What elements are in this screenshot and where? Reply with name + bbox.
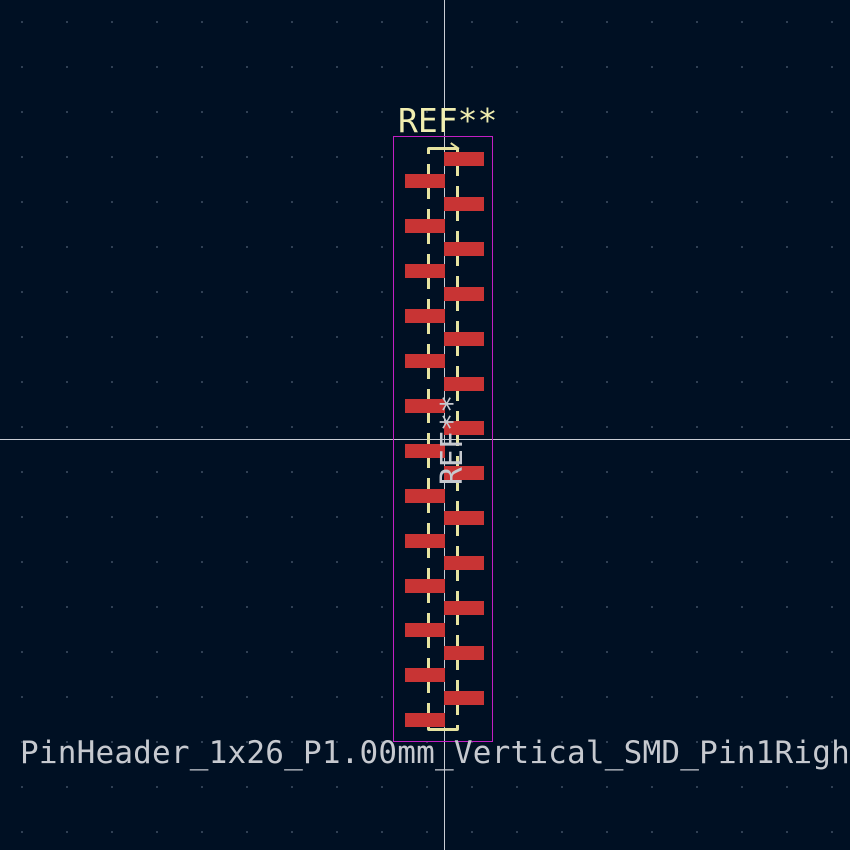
pad-3[interactable] — [444, 197, 484, 211]
pad-7[interactable] — [444, 287, 484, 301]
pad-21[interactable] — [444, 601, 484, 615]
pad-23[interactable] — [444, 646, 484, 660]
pad-4[interactable] — [405, 219, 445, 233]
silkscreen-gap — [454, 221, 462, 231]
pad-5[interactable] — [444, 242, 484, 256]
silkscreen-gap — [454, 670, 462, 680]
pad-1[interactable] — [444, 152, 484, 166]
silkscreen-gap — [454, 176, 462, 186]
pad-24[interactable] — [405, 668, 445, 682]
pad-11[interactable] — [444, 377, 484, 391]
pad-22[interactable] — [405, 623, 445, 637]
reference-designator[interactable]: REF** — [398, 101, 498, 140]
silkscreen-gap — [454, 581, 462, 591]
pad-10[interactable] — [405, 354, 445, 368]
pad-26[interactable] — [405, 713, 445, 727]
silkscreen-gap — [424, 289, 432, 299]
silkscreen-gap — [454, 536, 462, 546]
silkscreen-gap — [454, 401, 462, 411]
pad-12[interactable] — [405, 399, 445, 413]
pad-25[interactable] — [444, 691, 484, 705]
silkscreen-gap — [454, 491, 462, 501]
pad-14[interactable] — [405, 444, 445, 458]
pad-6[interactable] — [405, 264, 445, 278]
silkscreen-gap — [454, 311, 462, 321]
silkscreen-gap — [424, 468, 432, 478]
fab-reference-label[interactable]: REF** — [435, 394, 471, 486]
pad-2[interactable] — [405, 174, 445, 188]
pad-20[interactable] — [405, 579, 445, 593]
crosshair-horizontal — [0, 439, 850, 440]
silkscreen-gap — [454, 625, 462, 635]
silkscreen-gap — [424, 693, 432, 703]
pad-13[interactable] — [444, 421, 484, 435]
footprint-value-label[interactable]: PinHeader_1x26_P1.00mm_Vertical_SMD_Pin1… — [20, 735, 850, 771]
silkscreen-gap — [424, 513, 432, 523]
silkscreen-gap — [424, 199, 432, 209]
silkscreen-outline — [427, 147, 459, 731]
silkscreen-gap — [424, 379, 432, 389]
pad-8[interactable] — [405, 309, 445, 323]
pad-18[interactable] — [405, 534, 445, 548]
silkscreen-gap — [454, 715, 462, 725]
silkscreen-gap — [424, 648, 432, 658]
silkscreen-gap — [424, 558, 432, 568]
pad-19[interactable] — [444, 556, 484, 570]
silkscreen-gap — [454, 446, 462, 456]
silkscreen-gap — [424, 423, 432, 433]
silkscreen-gap — [424, 154, 432, 164]
pad-15[interactable] — [444, 466, 484, 480]
silkscreen-gap — [454, 356, 462, 366]
silkscreen-gap — [424, 244, 432, 254]
silkscreen-gap — [424, 603, 432, 613]
pad-9[interactable] — [444, 332, 484, 346]
pad-16[interactable] — [405, 489, 445, 503]
silkscreen-gap — [424, 334, 432, 344]
courtyard-outline — [393, 136, 493, 742]
pad-17[interactable] — [444, 511, 484, 525]
silkscreen-gap — [454, 266, 462, 276]
